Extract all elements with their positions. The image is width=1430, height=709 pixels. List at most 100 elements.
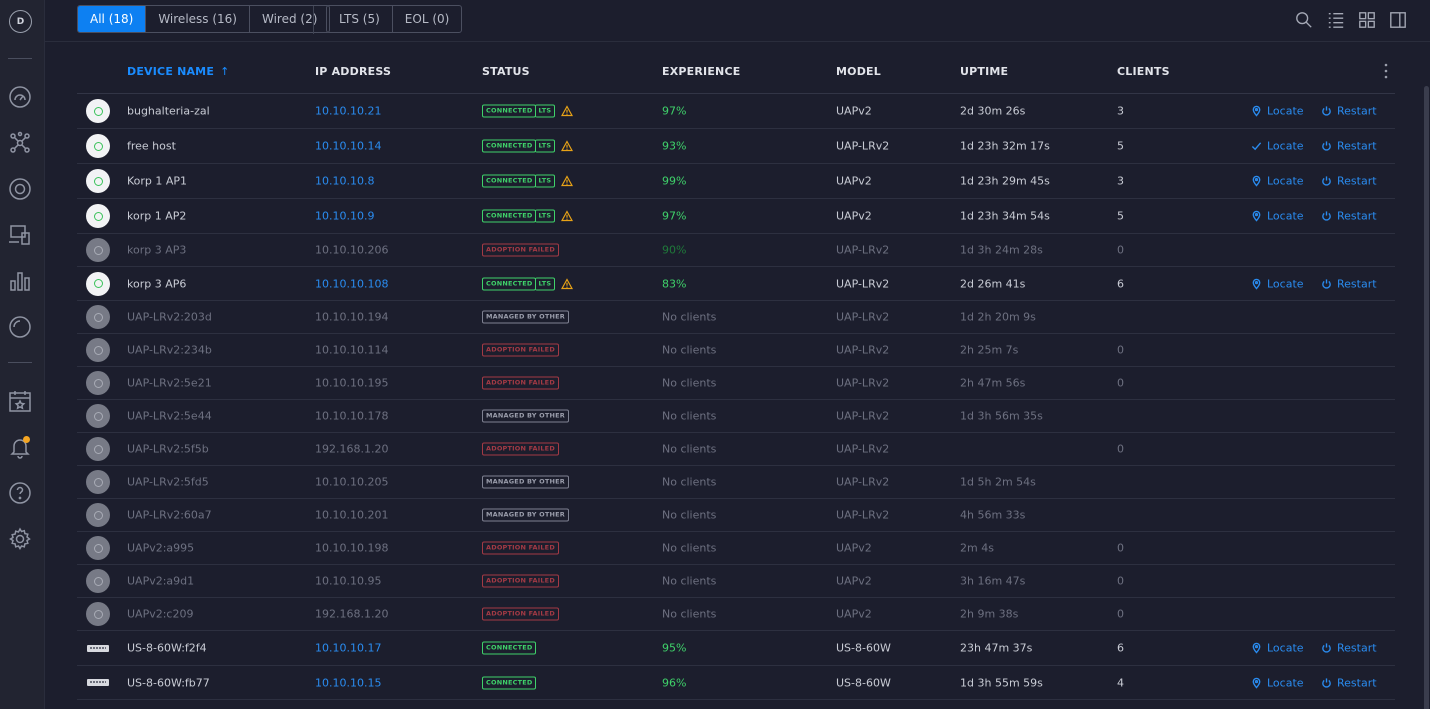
help-icon[interactable] xyxy=(7,480,33,506)
ip-address[interactable]: 10.10.10.17 xyxy=(315,641,382,655)
restart-button[interactable]: Restart xyxy=(1321,277,1377,290)
table-row[interactable]: US-8-60W:f2f4 10.10.10.17 CONNECTED 95% US-8… xyxy=(77,631,1395,666)
locate-button[interactable]: Locate xyxy=(1251,642,1304,655)
model-value: UAP-LRv2 xyxy=(836,508,890,522)
search-icon[interactable] xyxy=(1293,9,1315,31)
column-header-model[interactable]: MODEL xyxy=(836,65,881,78)
grid-view-icon[interactable] xyxy=(1356,9,1378,31)
table-row[interactable]: US-8-60W:fb77 10.10.10.15 CONNECTED 96% US-8… xyxy=(77,666,1395,700)
events-icon[interactable] xyxy=(7,388,33,414)
more-options-icon[interactable] xyxy=(1379,61,1393,81)
ip-address[interactable]: 10.10.10.21 xyxy=(315,104,382,118)
device-name[interactable]: UAP-LRv2:5e21 xyxy=(127,376,212,390)
devices-icon[interactable] xyxy=(7,176,33,202)
table-row[interactable]: UAP-LRv2:60a7 10.10.10.201 MANAGED BY OTHE… xyxy=(77,499,1395,532)
device-name[interactable]: UAP-LRv2:60a7 xyxy=(127,508,212,522)
column-header-ip[interactable]: IP ADDRESS xyxy=(315,65,392,78)
table-row[interactable]: bughalteria-zal 10.10.10.21 CONNECTED LTS 97… xyxy=(77,94,1395,129)
table-row[interactable]: UAP-LRv2:5f5b 192.168.1.20 ADOPTION FAILED… xyxy=(77,433,1395,466)
device-name[interactable]: UAPv2:a9d1 xyxy=(127,574,195,588)
statistics-icon[interactable] xyxy=(7,268,33,294)
filter-eol-button[interactable]: EOL (0) xyxy=(404,12,450,26)
device-name[interactable]: korp 3 AP3 xyxy=(127,243,187,257)
table-row[interactable]: korp 3 AP3 10.10.10.206 ADOPTION FAILED 90%… xyxy=(77,234,1395,267)
filter-lts-button[interactable]: LTS (5) xyxy=(327,6,393,32)
column-header-status[interactable]: STATUS xyxy=(482,65,530,78)
filter-all-button[interactable]: All (18) xyxy=(78,6,147,32)
column-header-uptime[interactable]: UPTIME xyxy=(960,65,1009,78)
device-name[interactable]: korp 1 AP2 xyxy=(127,209,187,223)
uptime-value: 1d 23h 29m 45s xyxy=(960,174,1050,188)
table-row[interactable]: korp 3 AP6 10.10.10.108 CONNECTED LTS 83% UAP… xyxy=(77,267,1395,301)
table-row[interactable]: UAPv2:a995 10.10.10.198 ADOPTION FAILED No … xyxy=(77,532,1395,565)
ip-address[interactable]: 10.10.10.15 xyxy=(315,676,382,689)
device-name[interactable]: UAP-LRv2:5fd5 xyxy=(127,475,209,489)
device-name[interactable]: UAPv2:a995 xyxy=(127,541,195,555)
column-header-device-name[interactable]: DEVICE NAME ↑ xyxy=(127,65,230,78)
table-row[interactable]: UAPv2:c209 192.168.1.20 ADOPTION FAILED No … xyxy=(77,598,1395,631)
table-row[interactable]: UAP-LRv2:5e44 10.10.10.178 MANAGED BY OTHE… xyxy=(77,400,1395,433)
warning-icon[interactable] xyxy=(561,105,574,117)
scrollbar[interactable] xyxy=(1422,42,1430,709)
table-row[interactable]: UAP-LRv2:5e21 10.10.10.195 ADOPTION FAILED… xyxy=(77,367,1395,400)
filter-wired-button[interactable]: Wired (2) xyxy=(261,12,318,26)
topology-icon[interactable] xyxy=(7,130,33,156)
locate-button[interactable]: Locate xyxy=(1251,105,1304,118)
locate-button[interactable]: Locate xyxy=(1251,277,1304,290)
table-row[interactable]: UAP-LRv2:234b 10.10.10.114 ADOPTION FAILED… xyxy=(77,334,1395,367)
locate-button[interactable]: Locate xyxy=(1251,140,1304,153)
device-name[interactable]: US-8-60W:f2f4 xyxy=(127,641,207,655)
warning-icon[interactable] xyxy=(561,175,574,187)
restart-button[interactable]: Restart xyxy=(1321,210,1377,223)
ip-address[interactable]: 10.10.10.9 xyxy=(315,209,375,223)
device-name[interactable]: UAP-LRv2:203d xyxy=(127,310,212,324)
insights-icon[interactable] xyxy=(7,314,33,340)
restart-button[interactable]: Restart xyxy=(1321,140,1377,153)
ip-address[interactable]: 10.10.10.108 xyxy=(315,277,389,290)
alerts-icon[interactable] xyxy=(7,434,33,460)
locate-button[interactable]: Locate xyxy=(1251,175,1304,188)
locate-button[interactable]: Locate xyxy=(1251,210,1304,223)
device-name[interactable]: UAP-LRv2:5f5b xyxy=(127,442,209,456)
status-badge: CONNECTED xyxy=(482,104,537,118)
device-name[interactable]: bughalteria-zal xyxy=(127,104,210,118)
column-header-clients[interactable]: CLIENTS xyxy=(1117,65,1170,78)
clients-icon[interactable] xyxy=(7,222,33,248)
switch-icon xyxy=(86,636,110,660)
table-row[interactable]: UAPv2:a9d1 10.10.10.95 ADOPTION FAILED No c… xyxy=(77,565,1395,598)
filter-wireless-button[interactable]: Wireless (16) xyxy=(146,6,250,32)
site-avatar[interactable]: D xyxy=(9,10,32,33)
restart-button[interactable]: Restart xyxy=(1321,175,1377,188)
locate-label: Locate xyxy=(1267,174,1304,188)
device-name[interactable]: UAP-LRv2:5e44 xyxy=(127,409,212,423)
experience-value: No clients xyxy=(662,343,717,357)
restart-button[interactable]: Restart xyxy=(1321,642,1377,655)
ip-address[interactable]: 10.10.10.8 xyxy=(315,174,375,188)
device-name[interactable]: korp 3 AP6 xyxy=(127,277,187,290)
status-badge: CONNECTED xyxy=(482,641,537,655)
warning-icon[interactable] xyxy=(561,210,574,222)
restart-button[interactable]: Restart xyxy=(1321,105,1377,118)
warning-icon[interactable] xyxy=(561,278,574,289)
device-name[interactable]: Korp 1 AP1 xyxy=(127,174,188,188)
list-view-icon[interactable] xyxy=(1325,9,1347,31)
dashboard-icon[interactable] xyxy=(7,84,33,110)
device-name[interactable]: free host xyxy=(127,139,176,153)
device-name[interactable]: UAP-LRv2:234b xyxy=(127,343,212,357)
table-row[interactable]: free host 10.10.10.14 CONNECTED LTS 93% UAP-L… xyxy=(77,129,1395,164)
column-header-experience[interactable]: EXPERIENCE xyxy=(662,65,741,78)
location-pin-icon xyxy=(1252,677,1261,688)
panel-toggle-icon[interactable] xyxy=(1387,9,1409,31)
ip-address[interactable]: 10.10.10.14 xyxy=(315,139,382,153)
device-name[interactable]: US-8-60W:fb77 xyxy=(127,676,210,689)
table-row[interactable]: Korp 1 AP1 10.10.10.8 CONNECTED LTS 99% UAPv2… xyxy=(77,164,1395,199)
table-row[interactable]: UAP-LRv2:5fd5 10.10.10.205 MANAGED BY OTHE… xyxy=(77,466,1395,499)
locate-button[interactable]: Locate xyxy=(1251,676,1304,689)
restart-button[interactable]: Restart xyxy=(1321,676,1377,689)
warning-icon[interactable] xyxy=(561,140,574,152)
settings-icon[interactable] xyxy=(7,526,33,552)
table-row[interactable]: korp 1 AP2 10.10.10.9 CONNECTED LTS 97% UAPv2… xyxy=(77,199,1395,234)
device-name[interactable]: UAPv2:c209 xyxy=(127,607,194,621)
table-row[interactable]: UAP-LRv2:203d 10.10.10.194 MANAGED BY OTHE… xyxy=(77,301,1395,334)
scrollbar-thumb[interactable] xyxy=(1424,86,1429,709)
